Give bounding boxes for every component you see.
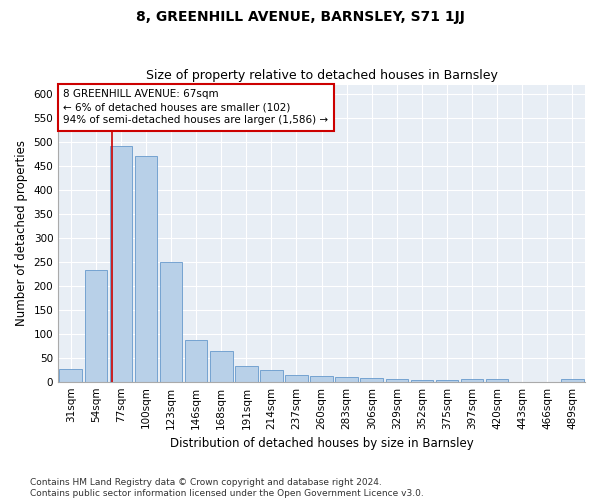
- Bar: [210, 352, 233, 382]
- Bar: [361, 378, 383, 382]
- Bar: [59, 369, 82, 382]
- Bar: [285, 376, 308, 382]
- Text: 8, GREENHILL AVENUE, BARNSLEY, S71 1JJ: 8, GREENHILL AVENUE, BARNSLEY, S71 1JJ: [136, 10, 464, 24]
- Bar: [185, 340, 208, 382]
- X-axis label: Distribution of detached houses by size in Barnsley: Distribution of detached houses by size …: [170, 437, 473, 450]
- Bar: [436, 380, 458, 382]
- Bar: [461, 379, 484, 382]
- Title: Size of property relative to detached houses in Barnsley: Size of property relative to detached ho…: [146, 69, 497, 82]
- Bar: [235, 366, 257, 382]
- Text: 8 GREENHILL AVENUE: 67sqm
← 6% of detached houses are smaller (102)
94% of semi-: 8 GREENHILL AVENUE: 67sqm ← 6% of detach…: [64, 89, 329, 126]
- Bar: [335, 377, 358, 382]
- Text: Contains HM Land Registry data © Crown copyright and database right 2024.
Contai: Contains HM Land Registry data © Crown c…: [30, 478, 424, 498]
- Bar: [486, 379, 508, 382]
- Bar: [160, 262, 182, 382]
- Bar: [310, 376, 333, 382]
- Y-axis label: Number of detached properties: Number of detached properties: [15, 140, 28, 326]
- Bar: [110, 146, 132, 382]
- Bar: [85, 270, 107, 382]
- Bar: [260, 370, 283, 382]
- Bar: [561, 380, 584, 382]
- Bar: [134, 156, 157, 382]
- Bar: [410, 380, 433, 382]
- Bar: [386, 380, 408, 382]
